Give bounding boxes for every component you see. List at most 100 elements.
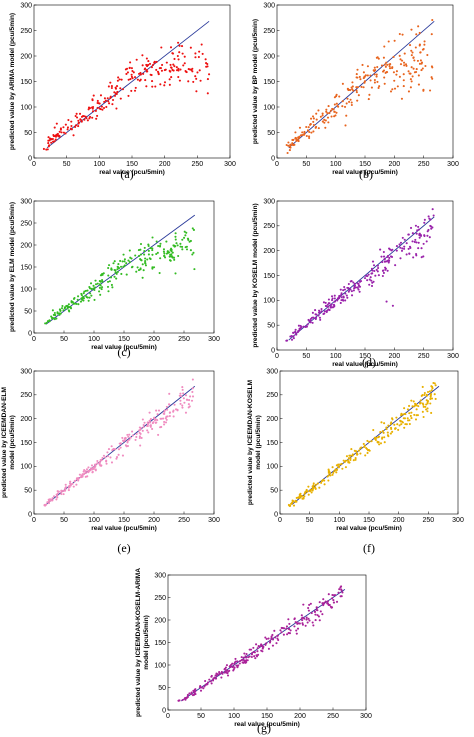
scatter-point (135, 435, 138, 439)
scatter-point (96, 114, 99, 117)
scatter-point (78, 112, 82, 115)
scatter-point (399, 257, 402, 260)
scatter-point (95, 117, 98, 120)
scatter-point (307, 485, 310, 488)
scatter-point (392, 55, 395, 59)
scatter-point (151, 236, 154, 239)
scatter-point (343, 288, 347, 291)
scatter-point (388, 247, 391, 250)
scatter-point (100, 464, 103, 467)
reference-line (45, 214, 196, 325)
scatter-point (110, 283, 113, 287)
scatter-point (98, 279, 101, 283)
scatter-point (238, 662, 241, 665)
scatter-point (96, 282, 99, 285)
y-axis-label: predicted value by BP model (pcu/5min) (252, 19, 259, 144)
scatter-point (108, 102, 111, 105)
scatter-point (423, 43, 426, 46)
scatter-point (84, 115, 87, 118)
scatter-point (345, 294, 348, 297)
scatter-point (426, 234, 429, 237)
scatter-point (317, 311, 321, 314)
scatter-point (145, 57, 148, 60)
scatter-point (52, 495, 56, 498)
scatter-point (354, 458, 357, 461)
scatter-point (305, 618, 308, 621)
scatter-point (83, 118, 86, 121)
scatter-point (327, 479, 330, 482)
scatter-point (401, 421, 404, 424)
scatter-point (218, 671, 221, 674)
scatter-point (358, 75, 361, 79)
scatter-point (179, 392, 182, 395)
scatter-point (172, 63, 175, 66)
scatter-point (373, 79, 376, 82)
scatter-point (409, 72, 412, 75)
scatter-point (130, 89, 133, 92)
scatter-point (427, 215, 430, 218)
scatter-point (414, 224, 417, 227)
scatter-point (287, 618, 290, 621)
scatter-point (77, 479, 80, 482)
scatter-point (153, 417, 156, 420)
scatter-point (100, 105, 103, 108)
scatter-point (119, 87, 122, 90)
scatter-point (353, 284, 357, 287)
scatter-point (356, 99, 359, 102)
scatter-point (287, 631, 290, 635)
scatter-point (419, 59, 422, 62)
scatter-point (223, 671, 226, 674)
scatter-point (93, 288, 96, 292)
reference-line (288, 20, 435, 149)
scatter-point (376, 80, 379, 83)
scatter-point (159, 257, 162, 260)
scatter-point (324, 301, 327, 304)
scatter-point (86, 119, 89, 122)
scatter-point (323, 121, 326, 124)
scatter-point (252, 651, 255, 654)
scatter-point (295, 629, 298, 632)
scatter-point (333, 103, 336, 106)
scatter-point (274, 636, 277, 639)
scatter-point (139, 78, 142, 81)
scatter-point (128, 261, 131, 264)
scatter-point (131, 434, 134, 437)
scatter-point (267, 637, 270, 640)
scatter-point (162, 250, 165, 253)
scatter-point (139, 432, 142, 435)
panel-caption: (a) (120, 167, 133, 181)
scatter-point (275, 642, 278, 645)
scatter-point (384, 65, 387, 68)
scatter-point (294, 136, 297, 139)
scatter-point (430, 33, 433, 36)
scatter-point (417, 228, 421, 231)
scatter-point (337, 466, 340, 469)
scatter-point (303, 495, 306, 498)
scatter-point (47, 502, 50, 505)
scatter-point (389, 67, 392, 70)
scatter-point (99, 293, 102, 296)
scatter-point (187, 403, 190, 406)
scatter-point (421, 67, 424, 70)
scatter-point (113, 91, 116, 94)
scatter-point (132, 71, 135, 74)
scatter-point (134, 254, 137, 257)
scatter-point (77, 122, 80, 125)
scatter-point (126, 439, 129, 442)
scatter-point (122, 440, 125, 443)
scatter-point (146, 70, 149, 73)
scatter-point (120, 265, 123, 268)
scatter-point (410, 417, 413, 420)
scatter-point (147, 244, 150, 248)
scatter-point (410, 80, 413, 83)
scatter-point (82, 292, 85, 295)
scatter-point (67, 489, 70, 492)
scatter-point (326, 116, 330, 119)
scatter-point (125, 72, 128, 76)
scatter-point (369, 276, 372, 279)
scatter-point (409, 44, 412, 47)
scatter-point (328, 302, 331, 305)
scatter-point (172, 409, 175, 412)
scatter-point (325, 110, 328, 113)
scatter-point (322, 301, 325, 304)
